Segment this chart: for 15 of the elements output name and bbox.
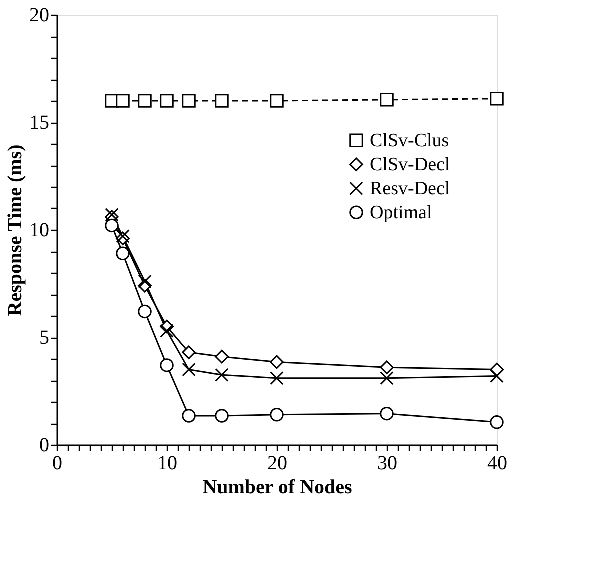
- x-axis-title: Number of Nodes: [202, 476, 353, 498]
- x-tick-label: 40: [488, 452, 508, 474]
- y-tick-label: 15: [30, 112, 50, 134]
- y-tick-label: 10: [30, 220, 50, 242]
- y-tick-label: 20: [30, 4, 50, 26]
- legend-label: ClSv-Clus: [370, 130, 450, 152]
- x-tick-label: 30: [378, 452, 398, 474]
- x-tick-label: 20: [268, 452, 288, 474]
- legend-label: ClSv-Decl: [370, 154, 450, 176]
- y-tick-label: 5: [40, 327, 50, 349]
- x-tick-label: 10: [158, 452, 178, 474]
- legend-label: Resv-Decl: [370, 178, 450, 200]
- y-tick-label: 0: [40, 434, 50, 456]
- y-axis-title: Response Time (ms): [4, 144, 26, 316]
- legend-label: Optimal: [370, 202, 432, 224]
